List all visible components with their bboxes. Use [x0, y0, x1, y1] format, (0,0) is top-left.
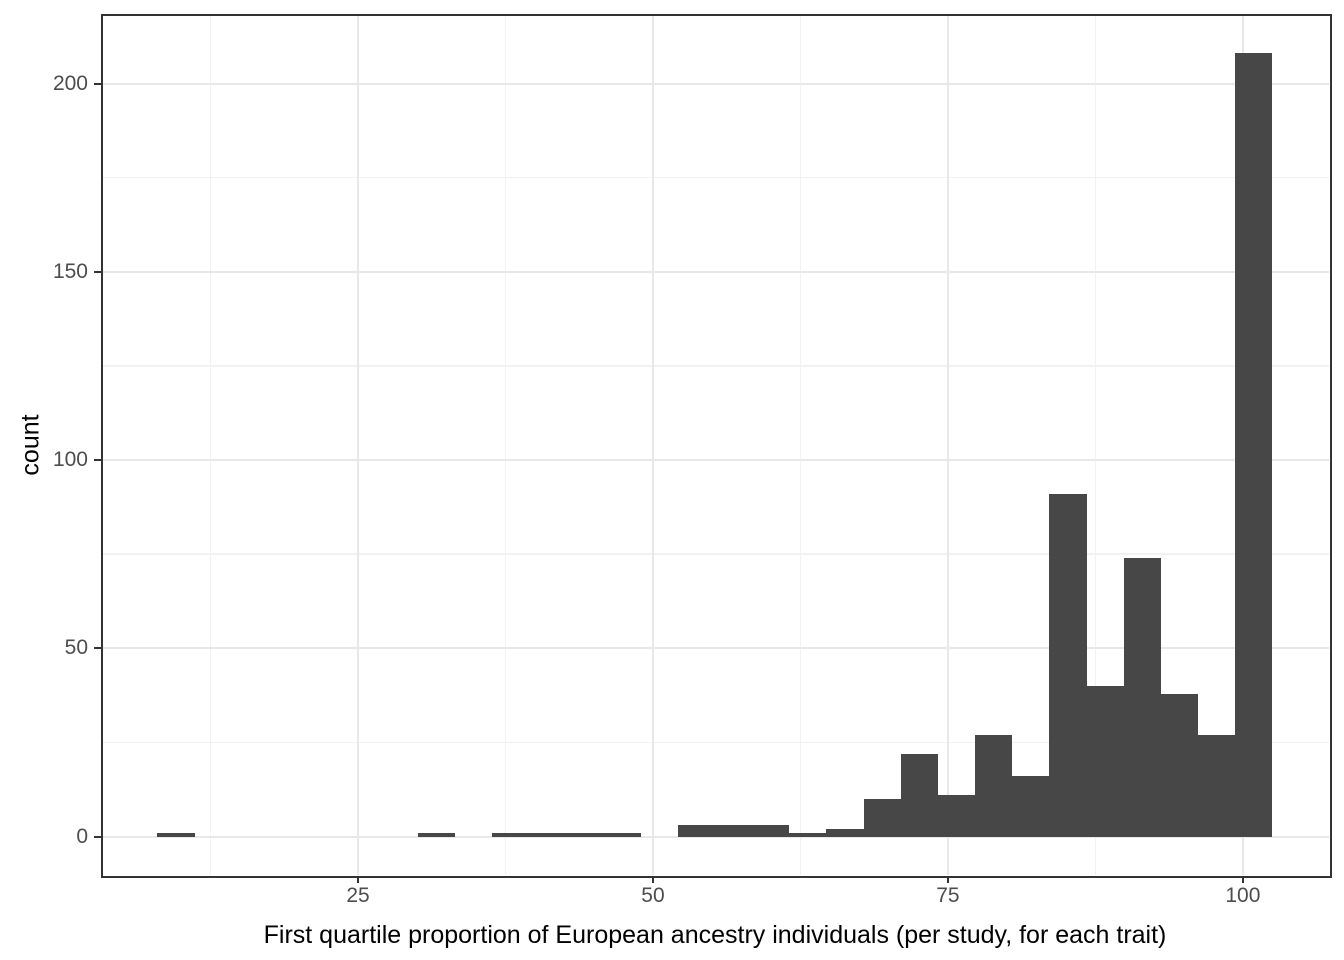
x-axis-title: First quartile proportion of European an… [263, 921, 1167, 949]
histogram-bar [937, 795, 976, 837]
histogram-bar [1160, 693, 1199, 837]
y-tick-label: 200 [52, 71, 88, 95]
histogram-bar [975, 734, 1013, 837]
x-tick-mark [651, 876, 654, 883]
major-gridline-y [102, 459, 1329, 462]
y-tick-mark [94, 459, 101, 462]
x-tick-mark [1241, 876, 1244, 883]
x-tick-label: 50 [641, 884, 665, 907]
histogram-bar [491, 832, 530, 837]
minor-gridline-x [1094, 15, 1097, 875]
minor-gridline-y [102, 741, 1329, 744]
minor-gridline-x [504, 15, 507, 875]
y-tick-mark [94, 647, 101, 650]
histogram-bar [863, 798, 901, 837]
y-tick-label: 50 [64, 636, 88, 660]
major-gridline-x [357, 15, 360, 875]
histogram-bar [752, 825, 790, 837]
minor-gridline-x [209, 15, 212, 875]
x-tick-mark [946, 876, 949, 883]
histogram-bar [789, 832, 827, 837]
y-tick-label: 150 [52, 259, 88, 283]
histogram-bar [714, 825, 753, 837]
y-tick-mark [94, 270, 101, 273]
histogram-bar [1235, 53, 1273, 837]
minor-gridline-y [102, 365, 1329, 367]
histogram-bar [529, 832, 567, 837]
y-tick-mark [94, 835, 101, 838]
minor-gridline-x [799, 15, 802, 875]
major-gridline-y [102, 835, 1329, 838]
x-tick-mark [357, 876, 360, 883]
histogram-bar [603, 832, 641, 837]
histogram-bar [1198, 734, 1236, 837]
x-tick-label: 100 [1225, 884, 1261, 907]
histogram-bar [1123, 557, 1161, 837]
y-tick-mark [94, 82, 101, 85]
minor-gridline-y [102, 176, 1329, 179]
major-gridline-y [102, 647, 1329, 650]
histogram-bar [1012, 776, 1050, 837]
histogram-bar [826, 829, 864, 837]
major-gridline-y [102, 82, 1329, 85]
histogram-bar [417, 832, 455, 837]
y-axis-title: count [16, 414, 45, 476]
y-tick-label: 100 [52, 448, 88, 472]
minor-gridline-y [102, 553, 1329, 555]
histogram-bar [1086, 685, 1124, 837]
x-tick-label: 25 [346, 884, 370, 907]
x-tick-label: 75 [936, 884, 960, 907]
major-gridline-x [651, 15, 654, 875]
plot-panel [102, 15, 1329, 875]
histogram-bar [566, 832, 604, 837]
histogram-bar [1049, 493, 1087, 837]
histogram-bar [677, 825, 715, 837]
y-tick-label: 0 [76, 824, 88, 848]
histogram-bar [157, 832, 195, 837]
major-gridline-y [102, 270, 1329, 273]
major-gridline-x [946, 15, 949, 875]
histogram-bar [900, 753, 938, 837]
